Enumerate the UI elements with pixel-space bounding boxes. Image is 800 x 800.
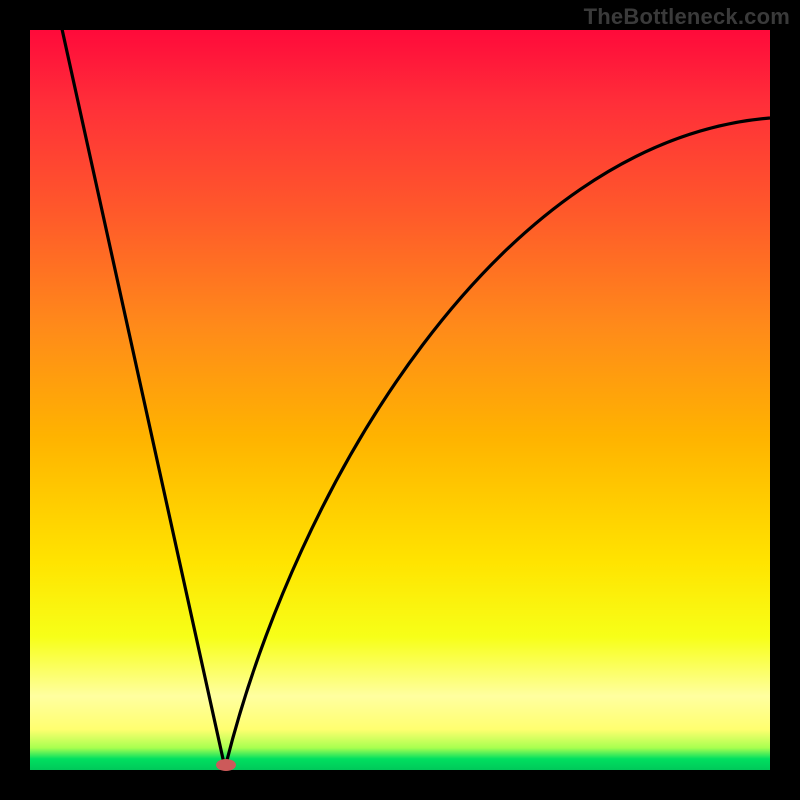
bottleneck-curve	[30, 30, 770, 770]
apex-marker	[216, 759, 236, 771]
chart-plot-area	[30, 30, 770, 770]
watermark-text: TheBottleneck.com	[584, 4, 790, 30]
